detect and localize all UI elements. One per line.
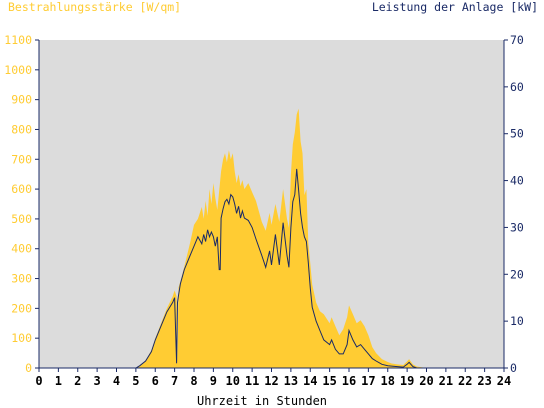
y-left-tick-label: 900 (11, 93, 32, 107)
x-tick-label: 2 (74, 374, 81, 388)
y-right-tick-label: 70 (510, 33, 524, 47)
x-tick-label: 3 (94, 374, 101, 388)
x-tick-label: 22 (458, 374, 472, 388)
y-left-tick-label: 600 (11, 182, 32, 196)
x-ticks: 0 1 2 3 4 5 6 7 8 9 10 11 12 13 14 15 16 17 18 19 20 21 22 23 24 (35, 368, 511, 388)
y-right-tick-label: 0 (510, 361, 517, 375)
x-tick-label: 6 (152, 374, 159, 388)
y-right-tick-label: 50 (510, 127, 524, 141)
power-line (39, 168, 504, 369)
x-tick-label: 14 (303, 374, 317, 388)
irradiance-area (39, 108, 504, 368)
x-tick-label: 5 (132, 374, 139, 388)
x-tick-label: 17 (361, 374, 375, 388)
y-right-ticks: 0 10 20 30 40 50 60 70 (504, 33, 524, 375)
x-tick-label: 12 (264, 374, 278, 388)
y-right-tick-label: 30 (510, 220, 524, 234)
x-tick-label: 13 (284, 374, 298, 388)
y-left-tick-label: 1000 (4, 63, 32, 77)
x-tick-label: 11 (245, 374, 259, 388)
x-tick-label: 8 (190, 374, 197, 388)
x-tick-label: 16 (342, 374, 356, 388)
y-left-tick-label: 0 (25, 361, 32, 375)
x-tick-label: 24 (497, 374, 511, 388)
x-tick-label: 20 (419, 374, 433, 388)
y-left-tick-label: 400 (11, 242, 32, 256)
y-right-tick-label: 10 (510, 314, 524, 328)
y-right-tick-label: 60 (510, 80, 524, 94)
right-axis-title: Leistung der Anlage [kW] (372, 0, 538, 14)
left-axis-title: Bestrahlungsstärke [W/qm] (8, 0, 181, 14)
y-left-ticks: 0 100 200 300 400 500 600 700 800 900 1000 1100 (4, 33, 39, 375)
x-tick-label: 9 (210, 374, 217, 388)
x-tick-label: 15 (322, 374, 336, 388)
y-left-tick-label: 100 (11, 331, 32, 345)
x-tick-label: 10 (226, 374, 240, 388)
y-left-tick-label: 300 (11, 272, 32, 286)
x-tick-label: 0 (35, 374, 42, 388)
x-tick-label: 1 (55, 374, 62, 388)
y-left-tick-label: 200 (11, 301, 32, 315)
x-tick-label: 21 (439, 374, 453, 388)
y-right-tick-label: 20 (510, 267, 524, 281)
x-tick-label: 19 (400, 374, 414, 388)
y-right-tick-label: 40 (510, 174, 524, 188)
y-left-tick-label: 800 (11, 122, 32, 136)
y-left-tick-label: 700 (11, 152, 32, 166)
x-tick-label: 7 (171, 374, 178, 388)
y-left-tick-label: 500 (11, 212, 32, 226)
x-axis-label: Uhrzeit in Stunden (197, 394, 327, 408)
x-tick-label: 23 (477, 374, 491, 388)
x-tick-label: 18 (381, 374, 395, 388)
x-tick-label: 4 (113, 374, 120, 388)
y-left-tick-label: 1100 (4, 33, 32, 47)
